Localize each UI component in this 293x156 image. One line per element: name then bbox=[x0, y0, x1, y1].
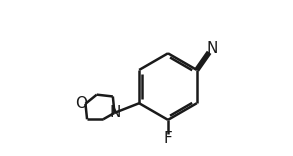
Text: N: N bbox=[206, 41, 217, 56]
Text: O: O bbox=[76, 96, 88, 111]
Text: N: N bbox=[109, 105, 121, 120]
Text: F: F bbox=[163, 131, 172, 146]
